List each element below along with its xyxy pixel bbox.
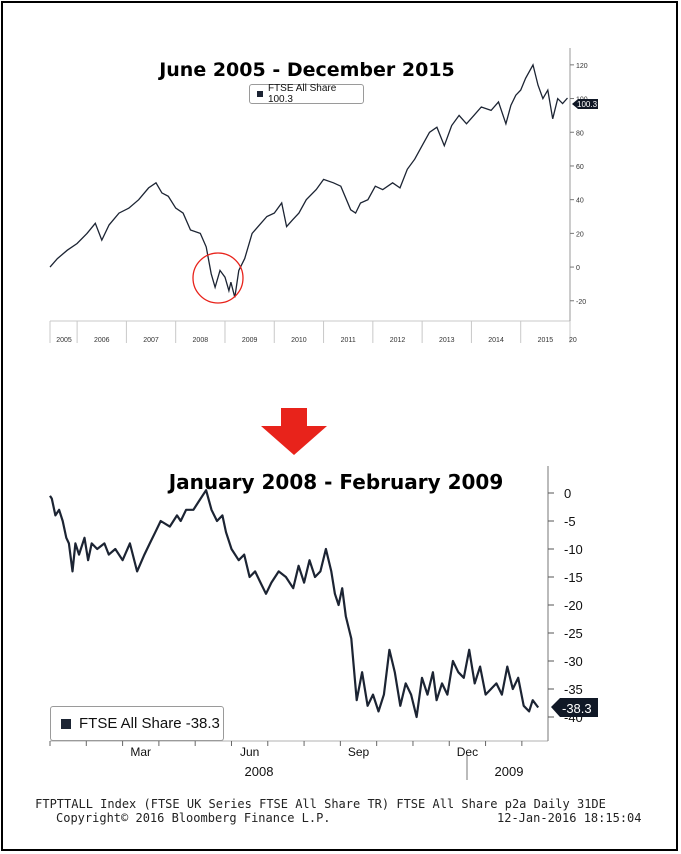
footer-copyright: Copyright© 2016 Bloomberg Finance L.P.	[56, 811, 331, 825]
top-y-tick-label: 60	[576, 164, 584, 171]
top-x-tick-label: 2006	[94, 337, 110, 344]
bottom-y-tick-label: -10	[564, 542, 583, 557]
bottom-series-line	[49, 489, 540, 719]
top-x-tick-label: 2005	[56, 337, 72, 344]
top-x-tick-label: 2012	[390, 337, 406, 344]
bottom-year-2008: 2008	[245, 764, 274, 779]
bottom-y-tick-label: -5	[564, 514, 576, 529]
bottom-chart-title: January 2008 - February 2009	[167, 470, 504, 494]
top-y-tick-label: 20	[576, 231, 584, 238]
footer-timestamp: 12-Jan-2016 18:15:04	[497, 811, 642, 825]
bottom-y-tick-label: -35	[564, 682, 583, 697]
chart-top: 120100806040200-20 200520062007200820092…	[49, 48, 598, 344]
top-last-value-text: 100.3	[577, 100, 598, 109]
top-last-value-tag: 100.3	[572, 99, 598, 109]
top-x-tick-label: 2008	[193, 337, 209, 344]
bottom-legend-swatch	[61, 718, 71, 729]
top-y-tick-label: 120	[576, 63, 588, 70]
top-x-tick-label: 2011	[341, 337, 356, 344]
down-arrow-icon	[261, 408, 327, 455]
bottom-x-tick-label: Jun	[240, 745, 259, 759]
top-legend-label: FTSE All Share 100.3	[267, 83, 337, 105]
bottom-x-tick-label: Dec	[457, 745, 478, 759]
top-x-tick-label: 2013	[439, 337, 455, 344]
bottom-last-value-tag: -38.3	[551, 698, 598, 717]
top-chart-title: June 2005 - December 2015	[157, 59, 455, 81]
top-y-tick-label: 0	[576, 265, 580, 272]
bottom-last-value-text: -38.3	[562, 701, 592, 716]
bottom-x-tick-label: Sep	[348, 745, 370, 759]
bottom-y-tick-label: 0	[564, 486, 571, 501]
trough-highlight-circle	[192, 252, 244, 304]
footer: FTPTTALL Index (FTSE UK Series FTSE All …	[0, 797, 681, 826]
top-legend-swatch	[257, 91, 263, 97]
bottom-year-2009: 2009	[495, 764, 524, 779]
bottom-y-tick-label: -30	[564, 654, 583, 669]
top-y-tick-label: 40	[576, 198, 584, 205]
bottom-legend: FTSE All Share -38.3	[50, 706, 224, 741]
top-y-tick-label: 80	[576, 130, 584, 137]
bottom-legend-label: FTSE All Share -38.3	[79, 715, 220, 732]
bottom-y-tick-label: -15	[564, 570, 583, 585]
top-x-tick-label: 2007	[143, 337, 159, 344]
top-x-tick-label: 2010	[291, 337, 307, 344]
top-x-tick-label: 2009	[242, 337, 258, 344]
chart-bottom: 0-5-10-15-20-25-30-35-40 Mar Jun Sep Dec Ja…	[49, 466, 598, 780]
footer-line1: FTPTTALL Index (FTSE UK Series FTSE All …	[35, 797, 606, 811]
bottom-y-tick-label: -25	[564, 626, 583, 641]
top-series-line	[49, 63, 568, 298]
top-y-tick-label: -20	[576, 299, 586, 306]
top-x-tick-label: 2014	[488, 337, 504, 344]
footer-line2: Copyright© 2016 Bloomberg Finance L.P. 1…	[0, 811, 681, 826]
top-x-tick-label: 2015	[538, 337, 554, 344]
bottom-y-tick-label: -20	[564, 598, 583, 613]
bottom-x-tick-label: Mar	[130, 745, 151, 759]
top-legend: FTSE All Share 100.3	[249, 83, 364, 105]
top-x-tick-label: 20	[569, 337, 577, 344]
